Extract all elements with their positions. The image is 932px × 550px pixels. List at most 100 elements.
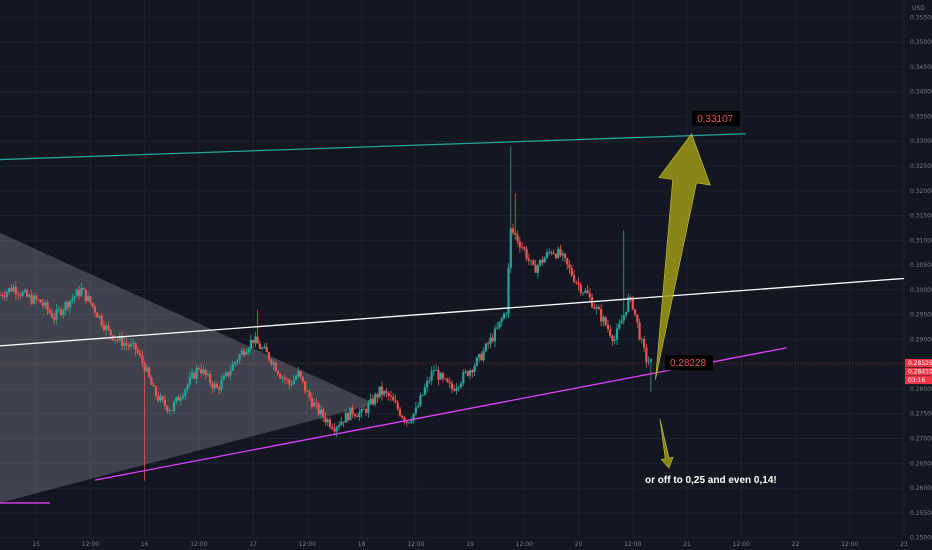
symmetrical-triangle [0, 232, 376, 503]
candle-bearish [41, 302, 45, 306]
candle-bullish [505, 313, 508, 315]
candle-bearish [606, 324, 610, 330]
candle-bullish [195, 367, 198, 379]
candle-bearish [267, 352, 271, 360]
candle-bearish [0, 294, 2, 296]
candle-bearish [48, 309, 51, 313]
candle-bearish [265, 346, 268, 353]
time-tick-label: 20 [575, 541, 583, 548]
candle-bearish [353, 414, 356, 417]
candle-bullish [132, 342, 135, 344]
candles-layer [0, 146, 904, 481]
candle-bearish [258, 343, 261, 349]
time-axis[interactable]: 15 12:00 16 12:00 17 12:00 18 12:00 19 12:00 20 12:… [32, 541, 908, 548]
candle-bearish [398, 409, 402, 416]
candle-bullish [292, 379, 295, 385]
candle-bearish [532, 260, 535, 265]
candle-bearish [78, 289, 81, 296]
forecast-annotation: or off to 0,25 and even 0,14! [645, 475, 777, 486]
time-tick-label: 12:00 [299, 541, 316, 548]
candle-bullish [432, 370, 436, 372]
candle-bearish [200, 369, 203, 374]
candle-bearish [405, 421, 408, 423]
candle-bullish [622, 315, 625, 321]
candle-bearish [163, 400, 167, 406]
candle-bullish [62, 310, 65, 315]
candle-bullish [44, 302, 47, 306]
candle-bearish [308, 391, 311, 398]
candle-bearish [193, 372, 196, 379]
candle-bullish [236, 360, 239, 363]
time-tick-label: 12:00 [733, 541, 750, 548]
time-tick-label: 12:00 [82, 541, 99, 548]
callouts-layer: 0.33107 0.28228 [664, 110, 741, 371]
candle-bearish [371, 398, 374, 405]
candle-bullish [423, 387, 426, 395]
candle-bullish [435, 369, 438, 371]
candle-bearish [437, 369, 440, 380]
candle-bearish [150, 377, 153, 385]
candle-bearish [563, 253, 567, 259]
candle-bullish [202, 369, 205, 374]
candle-bearish [204, 369, 207, 376]
down-arrow [659, 418, 674, 469]
candle-bearish [161, 396, 164, 401]
candle-bullish [326, 419, 329, 423]
candle-bullish [188, 377, 191, 385]
candle-bearish [93, 306, 97, 313]
time-tick-label: 19 [466, 541, 474, 548]
candle-bearish [53, 317, 56, 320]
candle-bullish [374, 394, 377, 405]
candle-bearish [166, 405, 169, 411]
candle-bearish [285, 379, 289, 381]
candle-bullish [229, 370, 232, 376]
candle-bearish [315, 402, 318, 404]
candle-bearish [527, 258, 530, 261]
candle-bearish [127, 344, 130, 347]
candle-bullish [114, 339, 117, 341]
currency-label: USD [912, 5, 925, 12]
candle-bearish [579, 284, 582, 293]
candle-bearish [100, 315, 103, 326]
candle-bullish [462, 372, 465, 384]
candle-bearish [96, 312, 99, 318]
candle-bullish [545, 252, 549, 258]
candle-bearish [304, 381, 307, 392]
grid-lines [0, 0, 905, 539]
candle-bearish [16, 293, 20, 295]
candle-bearish [66, 302, 69, 308]
candle-bearish [82, 288, 85, 290]
candle-bullish [213, 383, 216, 389]
candle-bearish [116, 339, 119, 341]
candle-bullish [640, 339, 643, 340]
candle-bullish [536, 265, 539, 273]
candle-bearish [401, 415, 404, 418]
candle-bearish [59, 309, 63, 315]
candle-bearish [328, 419, 332, 427]
price-axis-badge-label: 03:16 [908, 377, 925, 384]
candle-bullish [71, 298, 74, 301]
candle-bearish [170, 410, 173, 412]
candle-bearish [380, 386, 384, 395]
candle-bullish [319, 409, 323, 415]
candle-bearish [514, 232, 517, 235]
price-callout-box [664, 355, 713, 371]
candle-bearish [487, 343, 490, 345]
candle-bullish [21, 292, 24, 296]
candle-bearish [177, 396, 180, 401]
candle-bullish [539, 259, 542, 266]
candle-bullish [57, 309, 60, 311]
candle-bullish [105, 325, 108, 330]
candle-bearish [559, 248, 562, 256]
candle-bullish [367, 403, 370, 413]
candle-bullish [191, 372, 194, 378]
candle-bullish [297, 371, 300, 377]
